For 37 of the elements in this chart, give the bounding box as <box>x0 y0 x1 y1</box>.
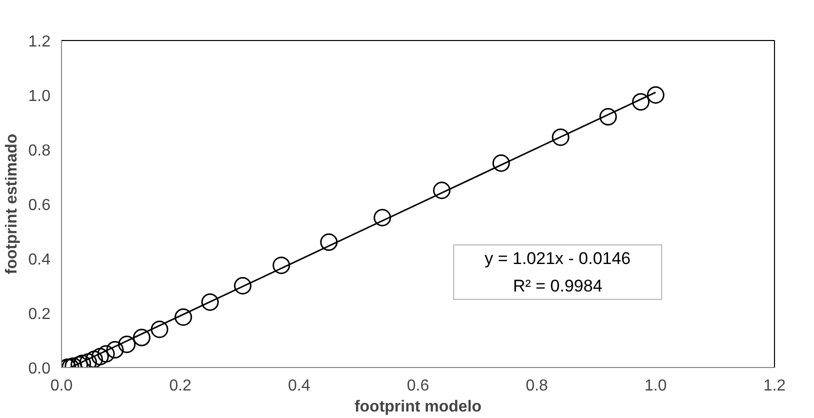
annotation: R² = 0.9984 <box>512 276 602 296</box>
point <box>599 108 617 126</box>
point <box>374 208 392 226</box>
point <box>272 256 290 274</box>
x-tick-label: 0.0 <box>50 378 73 394</box>
x-tick-label: 0.4 <box>288 378 310 394</box>
point <box>646 86 664 104</box>
y-axis-title: footprint estimado <box>3 134 20 274</box>
point <box>118 336 136 354</box>
point <box>91 348 109 366</box>
y-tick-label: 1.2 <box>28 34 51 50</box>
y-tick-label: 0.6 <box>28 197 51 214</box>
point <box>85 350 103 368</box>
x-tick-label: 1.2 <box>763 378 786 394</box>
point <box>97 345 115 363</box>
y-tick-label: 0.0 <box>28 360 51 378</box>
point <box>632 93 650 111</box>
point <box>320 233 338 251</box>
point <box>132 328 150 346</box>
x-tick-label: 0.8 <box>526 378 548 394</box>
y-tick-label: 0.4 <box>28 252 51 268</box>
point <box>552 128 570 146</box>
y-tick-label: 0.2 <box>28 306 51 323</box>
point <box>150 320 168 338</box>
y-tick-label: 0.8 <box>28 142 51 160</box>
y-tick-label: 1.0 <box>28 88 51 105</box>
x-tick-label: 1.0 <box>644 378 667 394</box>
x-tick-label: 0.2 <box>169 378 192 394</box>
annotation: y = 1.021x - 0.0146 <box>484 249 631 268</box>
point <box>174 308 192 326</box>
point <box>492 154 510 172</box>
x-axis-title: footprint modelo <box>354 398 482 416</box>
point <box>106 341 124 359</box>
x-tick-label: 0.6 <box>406 378 430 394</box>
point <box>234 277 252 294</box>
point <box>201 293 219 311</box>
point <box>433 182 451 200</box>
